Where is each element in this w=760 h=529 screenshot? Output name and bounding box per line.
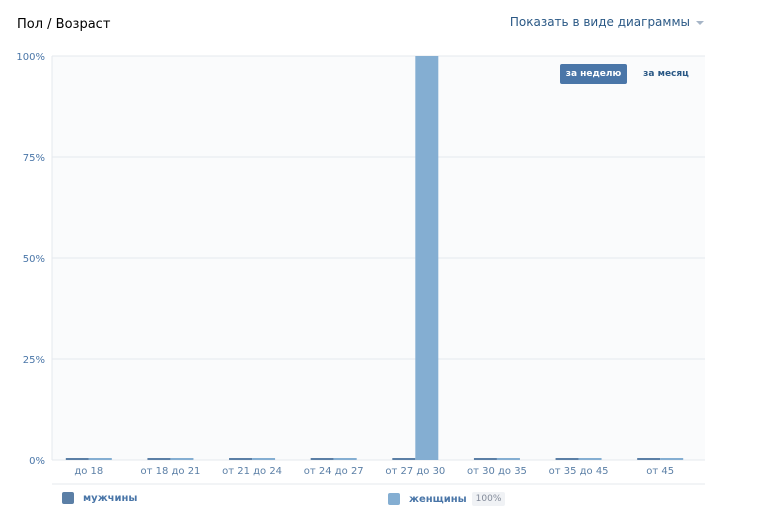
legend-label-women: женщины (409, 493, 467, 505)
y-tick-label: 25% (23, 355, 45, 366)
x-tick-label: от 45 (646, 466, 674, 477)
y-tick-label: 50% (23, 254, 45, 265)
view-toggle-label: Показать в виде диаграммы (509, 15, 690, 29)
bar (229, 458, 253, 460)
bar (660, 458, 684, 460)
bar (578, 458, 602, 460)
bar (88, 458, 112, 460)
legend-item-men[interactable]: мужчины (62, 492, 137, 504)
legend-percent-women: 100% (471, 492, 506, 506)
legend-item-women[interactable]: женщины 100% (388, 492, 506, 506)
y-tick-label: 75% (23, 153, 45, 164)
bar (333, 458, 357, 460)
page-title: Пол / Возраст (17, 17, 111, 32)
legend-swatch-women (388, 493, 400, 505)
x-tick-label: от 27 до 30 (385, 466, 445, 477)
y-tick-label: 100% (16, 52, 45, 63)
x-tick-label: от 30 до 35 (467, 466, 527, 477)
bar (637, 458, 661, 460)
tab-month[interactable]: за месяц (643, 69, 689, 79)
bar (473, 458, 497, 460)
tab-week[interactable]: за неделю (560, 64, 627, 84)
x-tick-label: от 35 до 45 (549, 466, 609, 477)
x-tick-label: от 18 до 21 (140, 466, 200, 477)
bar (170, 458, 194, 460)
bar (415, 56, 439, 460)
bar (65, 458, 89, 460)
bar (310, 458, 334, 460)
bar (555, 458, 579, 460)
x-tick-label: от 24 до 27 (304, 466, 364, 477)
y-tick-label: 0% (29, 456, 45, 467)
bar (392, 458, 416, 460)
legend-swatch-men (62, 492, 74, 504)
bar (496, 458, 520, 460)
bar (147, 458, 171, 460)
view-toggle-dropdown[interactable]: Показать в виде диаграммы (510, 15, 704, 29)
chevron-down-icon (696, 21, 704, 25)
x-tick-label: от 21 до 24 (222, 466, 282, 477)
bar (252, 458, 276, 460)
legend-label-men: мужчины (83, 492, 138, 504)
x-tick-label: до 18 (74, 466, 103, 477)
